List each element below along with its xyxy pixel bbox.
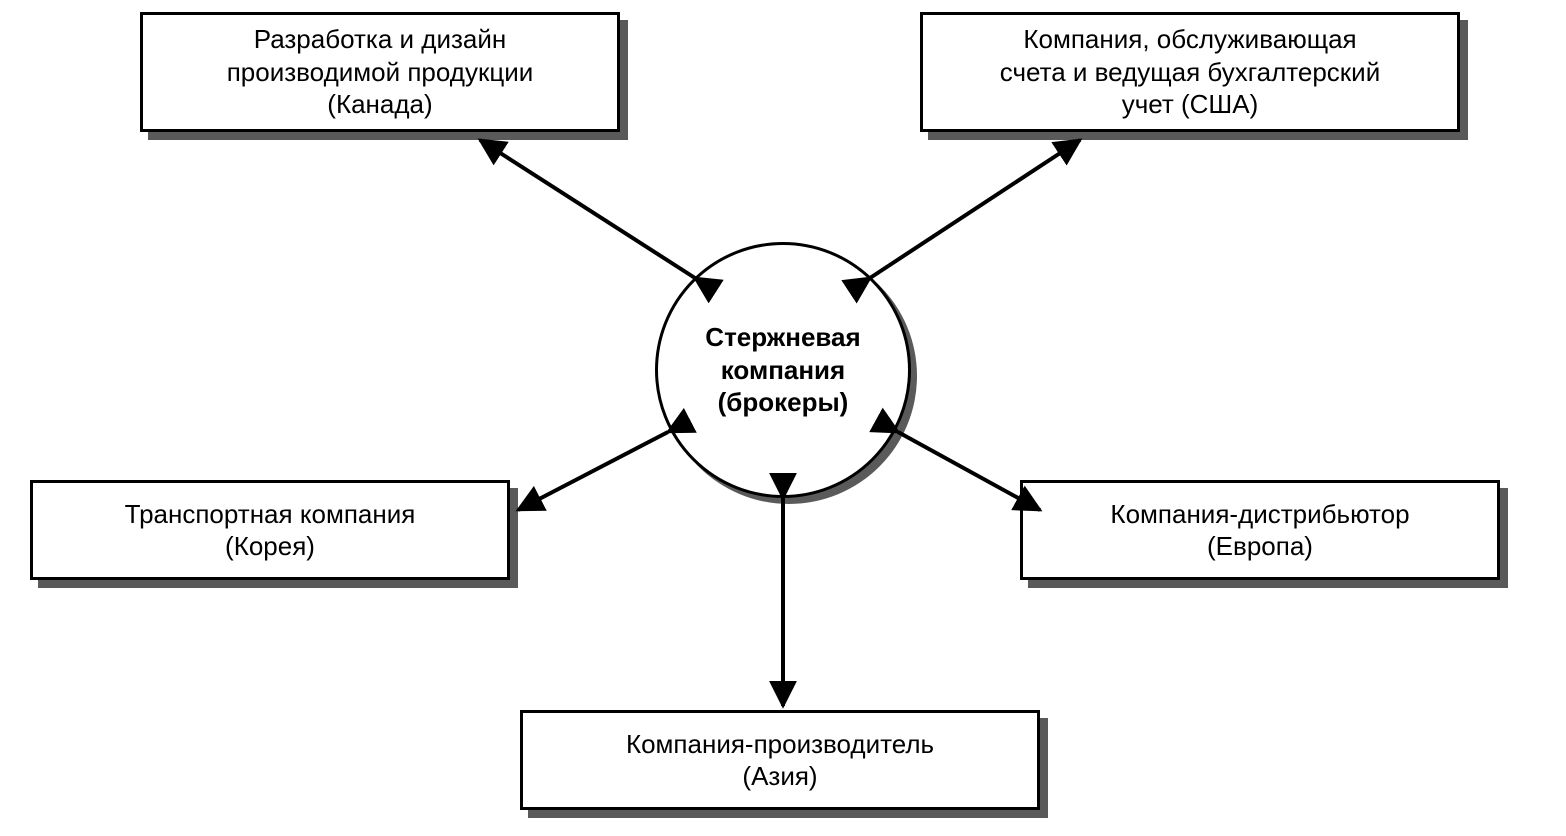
node-accounting-label: Компания, обслуживающая счета и ведущая …	[1000, 23, 1380, 121]
edge-core-accounting	[870, 140, 1080, 278]
node-manufacturer-label: Компания-производитель (Азия)	[626, 728, 934, 793]
edge-core-design	[480, 140, 695, 278]
edge-core-transport	[518, 432, 668, 510]
node-manufacturer: Компания-производитель (Азия)	[520, 710, 1040, 810]
node-transport-label: Транспортная компания (Корея)	[125, 498, 416, 563]
node-core-label: Стержневая компания (брокеры)	[705, 321, 860, 419]
node-core-company: Стержневая компания (брокеры)	[655, 242, 911, 498]
node-distributor-label: Компания-дистрибьютор (Европа)	[1110, 498, 1409, 563]
diagram-canvas: Стержневая компания (брокеры) Разработка…	[0, 0, 1566, 836]
node-design-label: Разработка и дизайн производимой продукц…	[227, 23, 534, 121]
node-transport: Транспортная компания (Корея)	[30, 480, 510, 580]
node-design: Разработка и дизайн производимой продукц…	[140, 12, 620, 132]
edge-core-distributor	[898, 432, 1040, 510]
node-distributor: Компания-дистрибьютор (Европа)	[1020, 480, 1500, 580]
node-accounting: Компания, обслуживающая счета и ведущая …	[920, 12, 1460, 132]
